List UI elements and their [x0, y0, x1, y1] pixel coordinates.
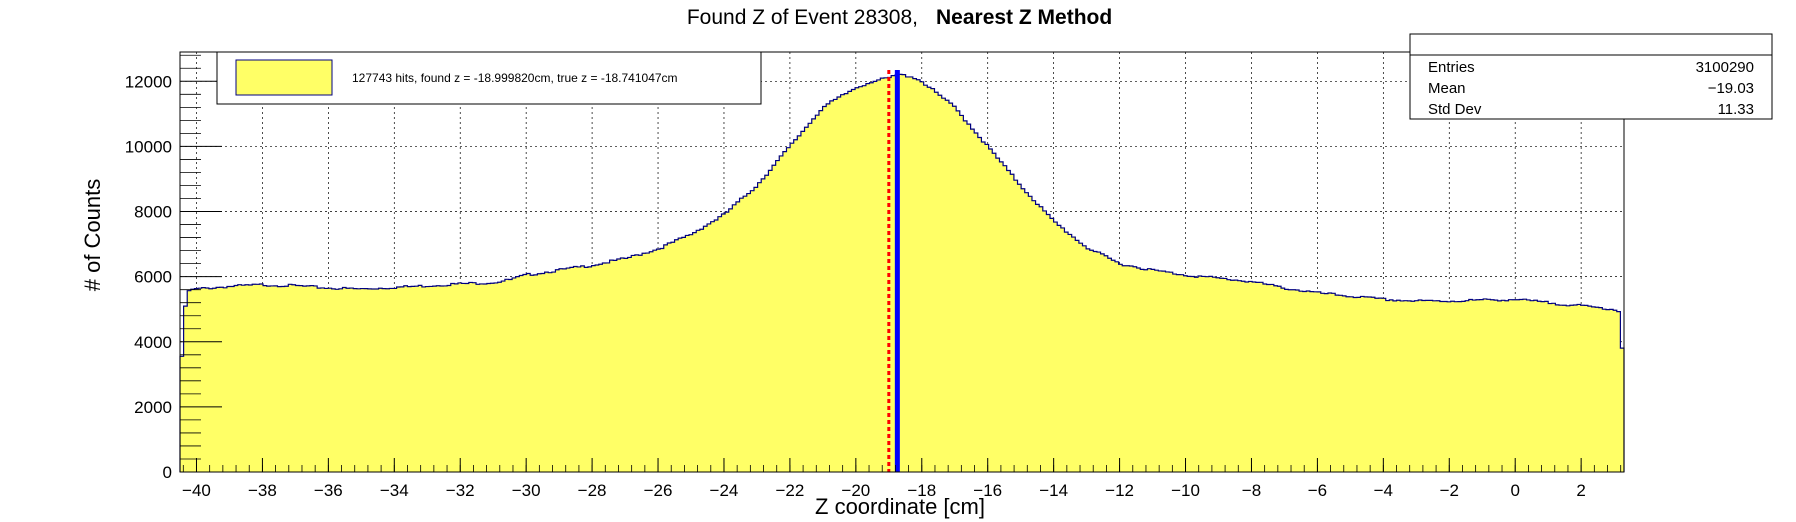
- y-tick-label: 6000: [134, 268, 172, 287]
- y-axis-title: # of Counts: [80, 179, 105, 292]
- axis-ticks: [180, 54, 1622, 473]
- x-tick-label: −36: [314, 481, 343, 500]
- legend-swatch: [235, 59, 333, 96]
- x-tick-label: −2: [1440, 481, 1459, 500]
- x-tick-label: −8: [1242, 481, 1261, 500]
- x-tick-label: −6: [1308, 481, 1327, 500]
- y-tick-label: 8000: [134, 203, 172, 222]
- x-tick-label: 0: [1510, 481, 1519, 500]
- legend: 127743 hits, found z = -18.999820cm, tru…: [216, 51, 762, 105]
- y-tick-label: 12000: [125, 72, 172, 91]
- chart-subtitle: Nearest Z Method: [936, 6, 1112, 29]
- histogram-outline: [179, 73, 1625, 472]
- x-tick-label: −24: [710, 481, 739, 500]
- y-tick-label: 10000: [125, 137, 172, 156]
- y-tick-label: 4000: [134, 333, 172, 352]
- x-tick-label: −18: [907, 481, 936, 500]
- x-tick-label: −14: [1039, 481, 1068, 500]
- x-tick-label: −22: [775, 481, 804, 500]
- stats-stddev-label: Std Dev: [1428, 101, 1482, 118]
- x-tick-label: −4: [1374, 481, 1393, 500]
- x-tick-label: −20: [841, 481, 870, 500]
- plot-frame: [179, 51, 1625, 473]
- stats-mean-label: Mean: [1428, 80, 1466, 97]
- x-tick-label: −40: [182, 481, 211, 500]
- tick-labels: −40 −38 −36 −34 −32 −30 −28 −26 −24 −22 −20 −18 −16−…: [125, 72, 1586, 500]
- stats-entries-value: 3100290: [1696, 59, 1754, 76]
- x-tick-label: −10: [1171, 481, 1200, 500]
- x-tick-label: 2: [1576, 481, 1585, 500]
- x-axis-title: Z coordinate [cm]: [815, 494, 985, 519]
- y-tick-label: 2000: [134, 398, 172, 417]
- x-tick-label: −28: [578, 481, 607, 500]
- x-tick-label: −32: [446, 481, 475, 500]
- stats-box: Entries 3100290 Mean −19.03 Std Dev 11.3…: [1409, 33, 1773, 120]
- x-tick-label: −34: [380, 481, 409, 500]
- chart-title: Found Z of Event 28308,: [687, 6, 918, 29]
- legend-label: 127743 hits, found z = -18.999820cm, tru…: [352, 71, 678, 85]
- x-tick-label: −26: [644, 481, 673, 500]
- stats-entries-label: Entries: [1428, 59, 1475, 76]
- histogram-fill: [180, 74, 1624, 472]
- stats-frame: [1409, 33, 1773, 120]
- stats-mean-value: −19.03: [1708, 80, 1754, 97]
- x-tick-label: −30: [512, 481, 541, 500]
- x-tick-label: −16: [973, 481, 1002, 500]
- vertical-markers: [887, 70, 900, 472]
- stats-stddev-value: 11.33: [1718, 101, 1754, 118]
- x-tick-label: −12: [1105, 481, 1134, 500]
- x-tick-label: −38: [248, 481, 277, 500]
- y-tick-label: 0: [163, 463, 172, 482]
